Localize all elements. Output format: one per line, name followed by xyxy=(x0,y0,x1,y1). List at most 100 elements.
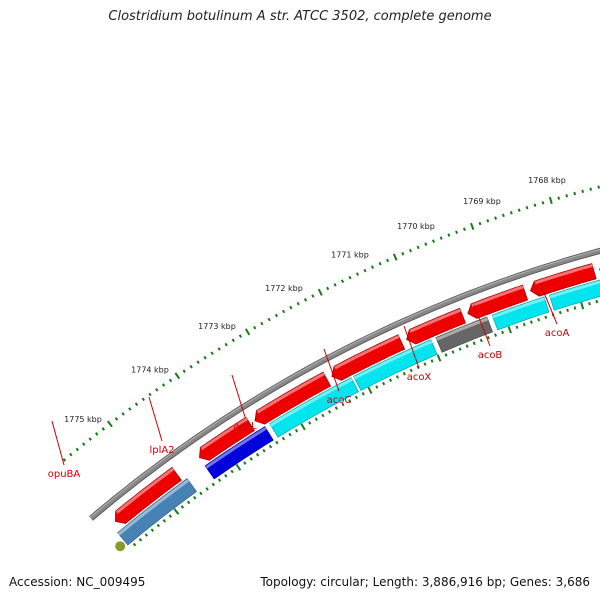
leader-line-acoL xyxy=(231,374,246,418)
minor-tick xyxy=(589,187,593,191)
minor-tick xyxy=(121,412,125,416)
major-tick xyxy=(173,508,180,515)
minor-tick xyxy=(348,275,352,280)
backbone-arc xyxy=(89,248,600,521)
minor-tick xyxy=(81,442,86,446)
gene-label-acoC: acoC xyxy=(327,395,352,406)
accession-label: Accession: xyxy=(9,575,73,589)
minor-tick xyxy=(267,317,271,322)
minor-tick xyxy=(334,406,338,410)
minor-tick xyxy=(537,317,541,322)
gene-highlight xyxy=(117,479,190,536)
minor-tick xyxy=(340,279,345,283)
minor-tick xyxy=(308,421,312,425)
kbp-label: 1773 kbp xyxy=(198,322,236,331)
kbp-label: 1771 kbp xyxy=(331,251,369,260)
minor-tick xyxy=(62,458,67,462)
minor-tick xyxy=(69,452,73,457)
minor-tick xyxy=(395,375,399,379)
cds-highlight xyxy=(200,417,248,451)
minor-tick xyxy=(478,221,482,226)
minor-tick xyxy=(416,245,420,250)
minor-tick xyxy=(211,482,215,487)
minor-tick xyxy=(595,299,599,304)
kbp-label: 1772 kbp xyxy=(265,284,303,293)
minor-tick xyxy=(189,364,193,369)
major-tick xyxy=(392,253,398,261)
minor-tick xyxy=(132,542,137,547)
major-tick xyxy=(507,326,512,334)
minor-tick xyxy=(243,461,247,465)
minor-tick xyxy=(101,427,106,431)
minor-tick xyxy=(573,191,577,196)
cds-forward-arrow xyxy=(254,371,332,425)
minor-tick xyxy=(321,413,325,418)
major-tick xyxy=(470,222,475,231)
genes-value: 3,686 xyxy=(555,575,590,589)
minor-tick xyxy=(193,495,197,500)
minor-tick xyxy=(355,272,360,276)
minor-tick xyxy=(444,353,448,357)
minor-tick xyxy=(455,230,459,234)
minor-tick xyxy=(363,268,367,273)
minor-tick xyxy=(186,500,191,505)
gene-block-acoL xyxy=(269,377,359,438)
minor-tick xyxy=(224,342,228,347)
backbone-highlight xyxy=(89,248,600,518)
minor-tick xyxy=(402,371,406,376)
minor-tick xyxy=(238,334,243,338)
minor-tick xyxy=(274,313,279,318)
genome-stats: Topology: circular; Length: 3,886,916 bp… xyxy=(260,575,590,589)
minor-tick xyxy=(162,519,167,523)
outer-tick-ring xyxy=(62,185,600,462)
minor-tick xyxy=(479,338,483,343)
cds-highlight xyxy=(256,372,325,414)
cds-forward-arrow xyxy=(199,416,255,461)
minor-tick xyxy=(327,410,332,414)
minor-tick xyxy=(230,469,234,474)
minor-tick xyxy=(588,301,591,306)
cds-highlight xyxy=(334,335,400,370)
gene-fragment xyxy=(115,541,126,552)
kbp-scale-labels: 1768 kbp 1769 kbp 1770 kbp 1771 kbp 1772 kbp… xyxy=(64,176,566,424)
genome-backbone xyxy=(89,247,600,521)
minor-tick xyxy=(458,347,462,351)
minor-tick xyxy=(161,383,166,387)
minor-tick xyxy=(515,325,519,329)
minor-tick xyxy=(522,322,526,327)
major-tick xyxy=(106,420,113,428)
minor-tick xyxy=(361,392,365,396)
minor-tick xyxy=(148,392,152,397)
minor-tick xyxy=(494,216,498,220)
minor-tick xyxy=(182,369,186,374)
major-tick xyxy=(548,196,553,205)
accession-value: NC_009495 xyxy=(76,575,146,589)
minor-tick xyxy=(533,203,537,207)
major-tick xyxy=(367,386,373,394)
forward-cds-track xyxy=(115,263,600,524)
minor-tick xyxy=(348,399,352,403)
minor-tick xyxy=(314,417,318,421)
minor-tick xyxy=(141,397,145,402)
minor-tick xyxy=(517,208,521,212)
minor-tick xyxy=(180,505,185,509)
minor-tick xyxy=(168,514,173,518)
accession-info: Accession: NC_009495 xyxy=(9,575,145,589)
minor-tick xyxy=(465,344,469,348)
minor-tick xyxy=(375,385,379,389)
leader-line-lplA2 xyxy=(148,396,163,442)
minor-tick xyxy=(486,219,490,223)
gene-label-opuBA: opuBA xyxy=(48,469,81,480)
cds-highlight xyxy=(115,467,175,514)
minor-tick xyxy=(341,402,345,407)
minor-tick xyxy=(416,365,420,370)
minor-tick xyxy=(205,487,209,491)
minor-tick xyxy=(386,258,390,263)
kbp-label: 1775 kbp xyxy=(64,415,102,424)
kbp-label: 1770 kbp xyxy=(397,222,435,231)
kbp-label: 1768 kbp xyxy=(528,176,566,185)
minor-tick xyxy=(501,330,505,335)
minor-tick xyxy=(289,305,293,310)
minor-tick xyxy=(494,333,497,337)
